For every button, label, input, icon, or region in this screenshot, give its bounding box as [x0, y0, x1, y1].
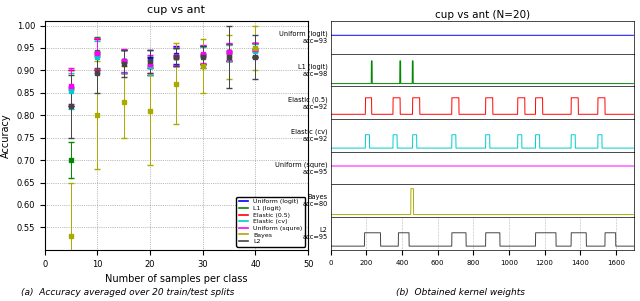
Y-axis label: L1 (logit)
acc=98: L1 (logit) acc=98 — [298, 63, 328, 77]
Title: cup vs ant (N=20): cup vs ant (N=20) — [435, 10, 530, 20]
X-axis label: Number of samples per class: Number of samples per class — [105, 274, 248, 284]
Y-axis label: Uniform (squre)
acc=95: Uniform (squre) acc=95 — [275, 161, 328, 175]
Legend: Uniform (logit), L1 (logit), Elastic (0.5), Elastic (cv), Uniform (squre), Bayes: Uniform (logit), L1 (logit), Elastic (0.… — [236, 197, 305, 247]
Text: (a)  Accuracy averaged over 20 train/test splits: (a) Accuracy averaged over 20 train/test… — [21, 288, 235, 297]
Y-axis label: Accuracy: Accuracy — [1, 113, 11, 158]
Y-axis label: Elastic (cv)
acc=92: Elastic (cv) acc=92 — [291, 129, 328, 142]
Y-axis label: Uniform (logit)
acc=93: Uniform (logit) acc=93 — [279, 31, 328, 44]
Y-axis label: Bayes
acc=80: Bayes acc=80 — [302, 194, 328, 207]
Y-axis label: Elastic (0.5)
acc=92: Elastic (0.5) acc=92 — [288, 96, 328, 110]
Title: cup vs ant: cup vs ant — [147, 5, 205, 15]
Y-axis label: L2
acc=95: L2 acc=95 — [303, 227, 328, 240]
Text: (b)  Obtained kernel weights: (b) Obtained kernel weights — [396, 288, 525, 297]
